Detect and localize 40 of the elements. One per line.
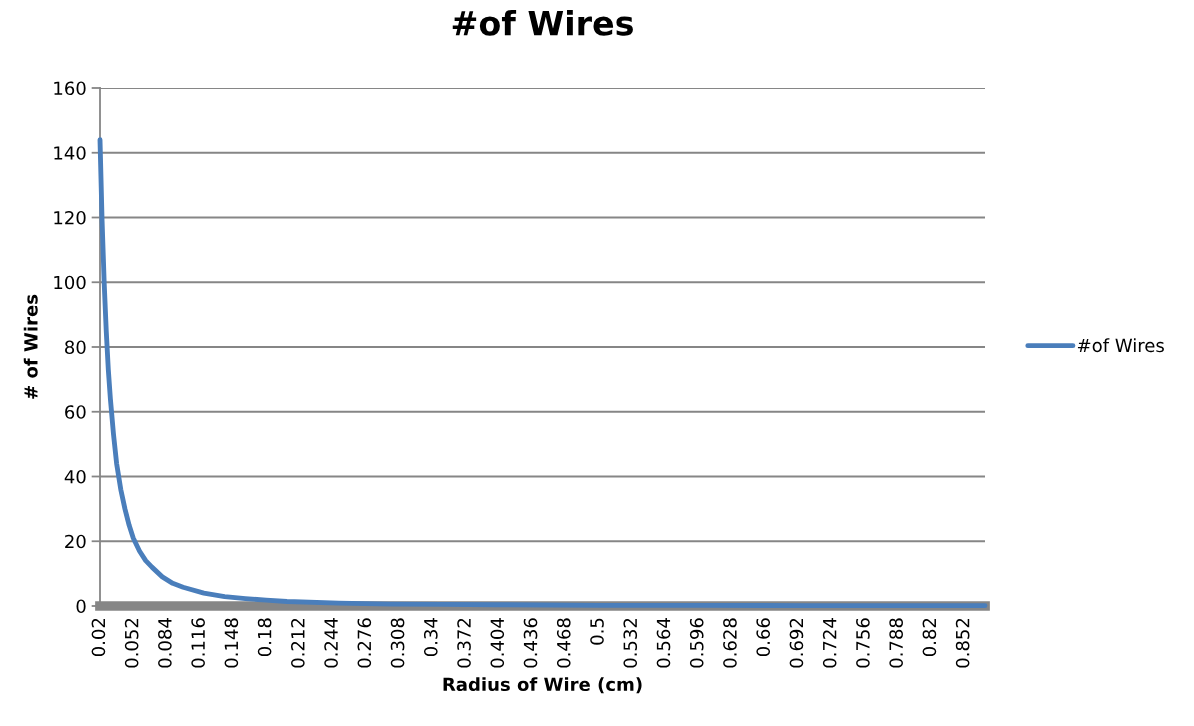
y-axis-title: # of Wires <box>23 294 38 399</box>
x-tick-label: 0.788 <box>889 618 903 668</box>
x-tick-label: 0.756 <box>856 618 870 668</box>
x-tick-label: 0.596 <box>689 618 704 668</box>
y-tick-label: 20 <box>65 534 86 549</box>
y-tick-label: 100 <box>54 275 86 290</box>
x-tick-label: 0.084 <box>158 618 172 668</box>
x-tick-label: 0.532 <box>623 618 638 668</box>
x-tick-label: 0.628 <box>723 618 737 668</box>
x-axis-title: Radius of Wire (cm) <box>443 677 642 694</box>
x-tick-label: 0.724 <box>822 618 837 668</box>
x-tick-label: 0.148 <box>224 618 239 668</box>
x-tick-label: 0.212 <box>291 618 305 668</box>
x-tick-label: 0.852 <box>955 618 970 668</box>
x-tick-label: 0.404 <box>490 618 505 668</box>
x-tick-label: 0.18 <box>257 618 272 657</box>
y-tick-label: 60 <box>65 405 86 419</box>
x-tick-label: 0.564 <box>656 618 671 668</box>
x-tick-label: 0.02 <box>91 618 106 657</box>
x-tick-label: 0.052 <box>124 618 139 668</box>
x-tick-label: 0.372 <box>457 618 471 668</box>
x-tick-label: 0.5 <box>590 618 604 645</box>
x-tick-label: 0.34 <box>423 618 438 657</box>
x-tick-label: 0.308 <box>390 618 405 668</box>
y-tick-label: 120 <box>54 210 86 225</box>
x-tick-label: 0.82 <box>922 618 937 657</box>
legend-label: #of Wires <box>1077 338 1164 353</box>
x-tick-label: 0.116 <box>191 618 205 668</box>
chart-title: #of Wires <box>452 9 633 36</box>
x-tick-label: 0.244 <box>324 618 338 668</box>
y-tick-label: 0 <box>76 599 86 614</box>
x-tick-label: 0.436 <box>523 618 538 668</box>
y-tick-label: 40 <box>64 469 86 484</box>
y-tick-label: 140 <box>54 146 86 160</box>
x-tick-label: 0.66 <box>756 618 771 657</box>
x-tick-label: 0.468 <box>556 618 571 668</box>
x-tick-label: 0.692 <box>789 618 804 668</box>
y-tick-label: 80 <box>65 340 86 355</box>
y-tick-label: 160 <box>54 81 86 96</box>
x-tick-label: 0.276 <box>357 618 372 668</box>
